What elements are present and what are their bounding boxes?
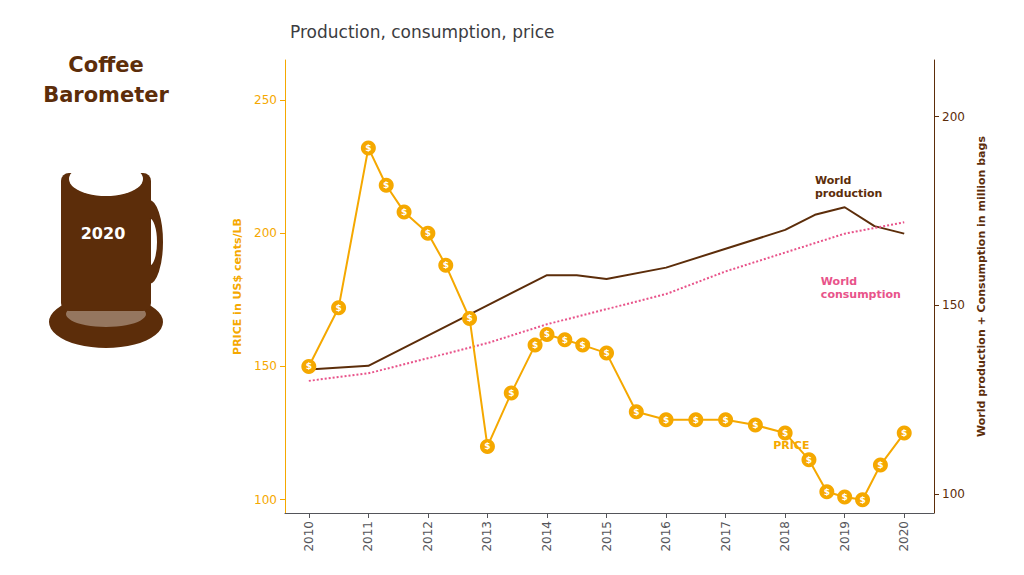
svg-text:$: $ — [722, 415, 728, 425]
svg-text:$: $ — [532, 340, 538, 350]
svg-text:2020: 2020 — [81, 224, 126, 243]
svg-text:$: $ — [443, 260, 449, 270]
svg-text:$: $ — [508, 388, 514, 398]
svg-text:2012: 2012 — [421, 521, 435, 552]
svg-text:$: $ — [580, 340, 586, 350]
svg-text:Barometer: Barometer — [43, 83, 169, 107]
svg-text:250: 250 — [254, 93, 277, 107]
svg-text:$: $ — [859, 495, 865, 505]
svg-text:$: $ — [466, 313, 472, 323]
svg-text:$: $ — [901, 428, 907, 438]
svg-text:2019: 2019 — [838, 521, 852, 552]
svg-text:$: $ — [603, 348, 609, 358]
svg-text:World: World — [821, 275, 857, 288]
svg-text:$: $ — [484, 441, 490, 451]
svg-text:2010: 2010 — [302, 521, 316, 552]
svg-text:World: World — [815, 174, 851, 187]
svg-text:100: 100 — [254, 493, 277, 507]
svg-text:$: $ — [782, 428, 788, 438]
svg-text:2013: 2013 — [480, 521, 494, 552]
svg-text:200: 200 — [254, 226, 277, 240]
svg-text:Coffee: Coffee — [68, 53, 143, 77]
svg-text:200: 200 — [942, 110, 965, 124]
svg-text:2016: 2016 — [659, 521, 673, 552]
svg-text:$: $ — [752, 420, 758, 430]
svg-text:$: $ — [335, 303, 341, 313]
svg-text:$: $ — [562, 335, 568, 345]
svg-text:$: $ — [425, 228, 431, 238]
svg-text:150: 150 — [254, 359, 277, 373]
svg-text:150: 150 — [942, 298, 965, 312]
svg-text:$: $ — [693, 415, 699, 425]
svg-text:2014: 2014 — [540, 521, 554, 552]
svg-text:2020: 2020 — [897, 521, 911, 552]
svg-text:$: $ — [306, 361, 312, 371]
svg-text:PRICE in US$ cents/LB: PRICE in US$ cents/LB — [231, 218, 244, 355]
svg-text:2011: 2011 — [361, 521, 375, 552]
svg-text:$: $ — [663, 415, 669, 425]
svg-text:production: production — [815, 187, 883, 200]
svg-text:$: $ — [544, 329, 550, 339]
svg-text:$: $ — [383, 180, 389, 190]
svg-text:$: $ — [365, 143, 371, 153]
svg-text:PRICE: PRICE — [773, 439, 809, 452]
svg-text:$: $ — [401, 207, 407, 217]
svg-text:2017: 2017 — [719, 521, 733, 552]
svg-text:$: $ — [842, 492, 848, 502]
svg-text:$: $ — [806, 455, 812, 465]
svg-text:$: $ — [877, 460, 883, 470]
svg-text:2018: 2018 — [778, 521, 792, 552]
svg-text:100: 100 — [942, 487, 965, 501]
svg-text:Production, consumption, price: Production, consumption, price — [290, 22, 554, 42]
svg-text:World production + Consumption: World production + Consumption in millio… — [975, 136, 988, 437]
svg-text:$: $ — [633, 407, 639, 417]
svg-text:2015: 2015 — [600, 521, 614, 552]
svg-text:consumption: consumption — [821, 288, 901, 301]
svg-text:$: $ — [824, 487, 830, 497]
